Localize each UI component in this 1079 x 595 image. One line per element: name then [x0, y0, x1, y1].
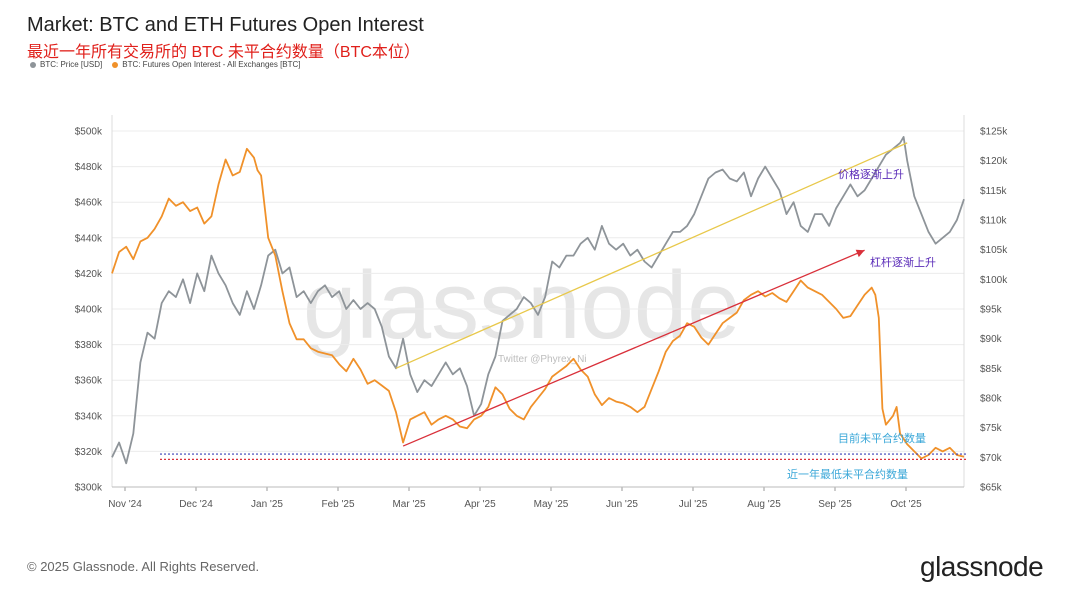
left-tick-label: $340k	[75, 411, 103, 422]
left-tick-label: $460k	[75, 198, 103, 209]
right-tick-label: $105k	[980, 245, 1008, 256]
right-tick-label: $85k	[980, 364, 1003, 375]
chart-subtitle: 最近一年所有交易所的 BTC 未平合约数量（BTC本位）	[27, 44, 420, 61]
legend-item-oi[interactable]: BTC: Futures Open Interest - All Exchang…	[112, 60, 301, 69]
annotation-price-trend: 价格逐渐上升	[838, 167, 904, 181]
x-tick-label: Jun '25	[606, 499, 638, 510]
legend: BTC: Price [USD] BTC: Futures Open Inter…	[30, 60, 301, 69]
watermark-brand: glassnode	[303, 252, 741, 359]
trend-line-price	[395, 142, 908, 369]
x-tick-label: Jul '25	[679, 499, 708, 510]
x-tick-label: Oct '25	[890, 499, 922, 510]
x-tick-label: Dec '24	[179, 499, 213, 510]
left-tick-label: $480k	[75, 162, 103, 173]
copyright: © 2025 Glassnode. All Rights Reserved.	[27, 559, 260, 574]
overlay-layer	[160, 142, 968, 461]
left-axis: $300k $320k $340k $360k $380k $400k $420k $440k…	[75, 115, 113, 494]
legend-dot-oi	[112, 61, 119, 68]
x-tick-label: Aug '25	[747, 499, 781, 510]
legend-label-price: BTC: Price [USD]	[40, 60, 103, 69]
trend-line-leverage	[402, 249, 865, 447]
chart-title: Market: BTC and ETH Futures Open Interes…	[27, 14, 424, 36]
left-tick-label: $360k	[75, 376, 103, 387]
x-tick-label: Nov '24	[108, 499, 142, 510]
right-tick-label: $115k	[980, 186, 1008, 197]
right-tick-label: $120k	[980, 156, 1008, 167]
x-tick-label: Feb '25	[321, 499, 354, 510]
series-line-price	[111, 136, 965, 465]
glassnode-logo[interactable]: glassnode	[920, 551, 1044, 582]
right-tick-label: $90k	[980, 334, 1003, 345]
left-tick-label: $300k	[75, 483, 103, 494]
x-tick-label: Jan '25	[251, 499, 283, 510]
legend-item-price[interactable]: BTC: Price [USD]	[30, 60, 102, 69]
left-tick-label: $320k	[75, 447, 103, 458]
right-tick-label: $70k	[980, 453, 1003, 464]
watermark-credit: Twitter @Phyrex_Ni	[498, 354, 587, 365]
x-tick-label: Mar '25	[392, 499, 425, 510]
right-tick-label: $110k	[980, 216, 1008, 227]
x-tick-label: May '25	[534, 499, 569, 510]
series-line-open-interest	[111, 147, 965, 460]
trend-arrowhead-leverage	[855, 249, 865, 258]
right-tick-label: $95k	[980, 305, 1003, 316]
right-tick-label: $100k	[980, 275, 1008, 286]
annotation-leverage-trend: 杠杆逐渐上升	[870, 255, 936, 269]
left-tick-label: $420k	[75, 269, 103, 280]
annotation-year-low-oi: 近一年最低未平合约数量	[787, 467, 908, 481]
legend-dot-price	[30, 61, 36, 68]
right-tick-label: $80k	[980, 394, 1003, 405]
left-tick-label: $500k	[75, 127, 103, 138]
x-tick-label: Sep '25	[818, 499, 852, 510]
right-tick-label: $125k	[980, 127, 1008, 138]
right-tick-label: $75k	[980, 423, 1003, 434]
annotation-current-oi: 目前未平合约数量	[838, 431, 926, 445]
x-axis: Nov '24 Dec '24 Jan '25 Feb '25 Mar '25 Apr '…	[108, 486, 964, 510]
x-tick-label: Apr '25	[464, 499, 496, 510]
left-tick-label: $380k	[75, 340, 103, 351]
legend-label-oi: BTC: Futures Open Interest - All Exchang…	[122, 60, 301, 69]
series-layer	[111, 136, 965, 465]
left-tick-label: $440k	[75, 233, 103, 244]
right-axis: $65k $70k $75k $80k $85k $90k $95k $100k $105k $1…	[963, 115, 1008, 494]
right-tick-label: $65k	[980, 483, 1003, 494]
left-tick-label: $400k	[75, 305, 103, 316]
